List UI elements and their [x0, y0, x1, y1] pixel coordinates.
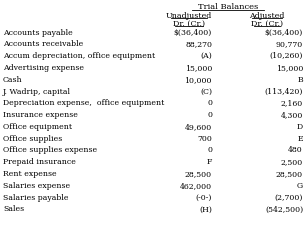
Text: Depreciation expense,  office equipment: Depreciation expense, office equipment	[3, 99, 164, 107]
Text: 0: 0	[207, 146, 212, 154]
Text: 2,160: 2,160	[281, 99, 303, 107]
Text: Adjusted: Adjusted	[249, 12, 285, 20]
Text: Office supplies expense: Office supplies expense	[3, 146, 97, 154]
Text: Office equipment: Office equipment	[3, 122, 72, 130]
Text: 49,600: 49,600	[185, 122, 212, 130]
Text: Sales: Sales	[3, 205, 24, 212]
Text: 462,000: 462,000	[180, 181, 212, 189]
Text: (C): (C)	[200, 87, 212, 95]
Text: Rent expense: Rent expense	[3, 169, 57, 177]
Text: F: F	[206, 158, 212, 165]
Text: 10,000: 10,000	[185, 75, 212, 83]
Text: 15,000: 15,000	[185, 64, 212, 72]
Text: 28,500: 28,500	[276, 169, 303, 177]
Text: D: D	[297, 122, 303, 130]
Text: Unadjusted: Unadjusted	[166, 12, 212, 20]
Text: Accum depreciation, office equipment: Accum depreciation, office equipment	[3, 52, 155, 60]
Text: (A): (A)	[200, 52, 212, 60]
Text: (H): (H)	[199, 205, 212, 212]
Text: Insurance expense: Insurance expense	[3, 111, 78, 118]
Text: E: E	[297, 134, 303, 142]
Text: 700: 700	[197, 134, 212, 142]
Text: Prepaid insurance: Prepaid insurance	[3, 158, 76, 165]
Text: (2,700): (2,700)	[274, 193, 303, 201]
Text: 480: 480	[288, 146, 303, 154]
Text: 90,770: 90,770	[276, 40, 303, 48]
Text: $(36,400): $(36,400)	[174, 28, 212, 36]
Text: Advertising expense: Advertising expense	[3, 64, 84, 72]
Text: Dr. (Cr.): Dr. (Cr.)	[251, 20, 283, 28]
Text: Accounts payable: Accounts payable	[3, 28, 73, 36]
Text: J. Wadrip, capital: J. Wadrip, capital	[3, 87, 71, 95]
Text: Salaries payable: Salaries payable	[3, 193, 69, 201]
Text: $(36,400): $(36,400)	[265, 28, 303, 36]
Text: 2,500: 2,500	[281, 158, 303, 165]
Text: (10,260): (10,260)	[270, 52, 303, 60]
Text: Salaries expense: Salaries expense	[3, 181, 70, 189]
Text: (113,420): (113,420)	[265, 87, 303, 95]
Text: B: B	[297, 75, 303, 83]
Text: 0: 0	[207, 99, 212, 107]
Text: G: G	[297, 181, 303, 189]
Text: 88,270: 88,270	[185, 40, 212, 48]
Text: Accounts receivable: Accounts receivable	[3, 40, 83, 48]
Text: Office supplies: Office supplies	[3, 134, 62, 142]
Text: (542,500): (542,500)	[265, 205, 303, 212]
Text: 15,000: 15,000	[276, 64, 303, 72]
Text: (-0-): (-0-)	[196, 193, 212, 201]
Text: 0: 0	[207, 111, 212, 118]
Text: Dr. (Cr.): Dr. (Cr.)	[173, 20, 205, 28]
Text: 4,300: 4,300	[281, 111, 303, 118]
Text: Trial Balances: Trial Balances	[198, 3, 258, 11]
Text: Cash: Cash	[3, 75, 23, 83]
Text: 28,500: 28,500	[185, 169, 212, 177]
